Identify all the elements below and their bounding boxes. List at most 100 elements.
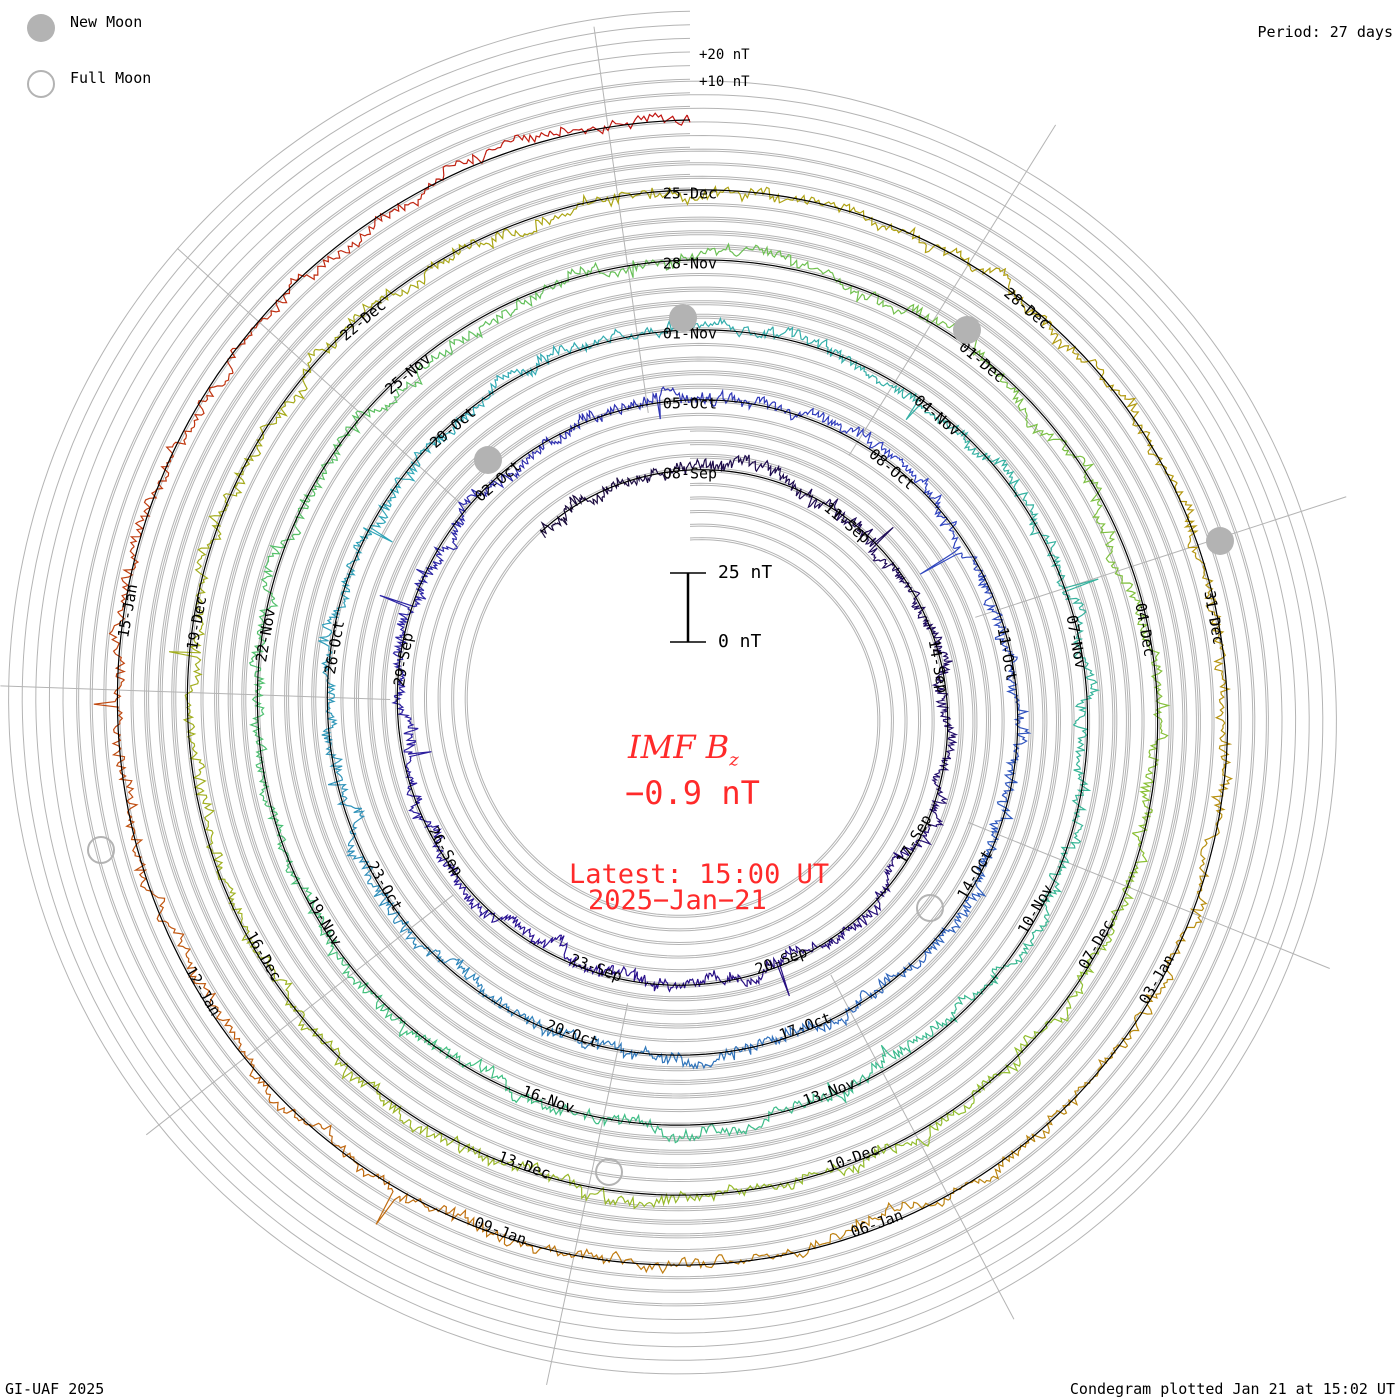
bz-trace-segment xyxy=(1099,378,1143,429)
bz-trace-segment xyxy=(1008,289,1056,336)
bz-trace-segment xyxy=(317,226,372,271)
bz-trace-segment xyxy=(1010,722,1032,761)
bz-trace-segment xyxy=(268,270,319,318)
bz-trace-segment xyxy=(1200,800,1226,865)
bz-trace-segment xyxy=(367,381,417,414)
latest-date: 2025−Jan−21 xyxy=(588,885,767,916)
bz-trace-segment xyxy=(433,529,458,564)
radial-spoke xyxy=(830,974,1015,1320)
ring-label-20: +20 nT xyxy=(699,47,750,63)
bz-trace-segment xyxy=(490,1069,535,1105)
new-moon-marker xyxy=(669,304,697,332)
bz-trace-segment xyxy=(850,908,879,931)
bz-trace-segment xyxy=(539,1024,579,1042)
bz-trace-segment xyxy=(846,1143,902,1175)
gridline xyxy=(62,65,1283,1321)
ring-label-10: +10 nT xyxy=(699,74,750,90)
bz-trace-segment xyxy=(472,975,505,1009)
bz-trace-segment xyxy=(929,412,969,441)
bz-trace-segment xyxy=(1059,817,1084,864)
bz-trace-segment xyxy=(346,815,366,860)
bz-trace-segment xyxy=(266,805,289,855)
bz-trace-segment xyxy=(405,765,422,800)
bz-trace-segment xyxy=(901,830,933,856)
bz-trace-segment xyxy=(950,1074,995,1116)
bz-trace-segment xyxy=(240,924,276,975)
bz-trace-segment xyxy=(125,814,148,884)
bz-trace-segment xyxy=(111,745,139,815)
bz-trace-segment xyxy=(878,962,915,993)
bz-trace-segment xyxy=(854,361,894,389)
radial-spoke xyxy=(975,496,1347,618)
date-label: 29-Sep xyxy=(390,631,417,687)
bz-trace-segment xyxy=(649,186,713,206)
bz-trace-segment xyxy=(735,968,768,988)
date-label: 17-Sep xyxy=(893,811,936,867)
bz-trace-segment xyxy=(927,800,945,832)
new-moon-marker xyxy=(953,316,981,344)
bz-trace-segment xyxy=(1001,759,1018,799)
bz-trace-segment xyxy=(922,618,943,648)
bz-trace-segment xyxy=(1187,863,1210,929)
bz-trace-segment xyxy=(753,459,782,481)
radial-spoke xyxy=(0,685,391,701)
bz-trace-segment xyxy=(704,970,737,986)
bz-trace-segment xyxy=(931,769,949,804)
new-moon-legend-icon xyxy=(27,14,55,42)
bz-trace-segment xyxy=(495,290,544,324)
bz-trace-segment xyxy=(303,452,338,501)
bz-trace-segment xyxy=(481,370,512,408)
bz-trace-segment xyxy=(445,1048,495,1074)
bz-trace-segment xyxy=(1002,463,1030,506)
radial-spoke xyxy=(593,26,649,413)
bz-trace-segment xyxy=(403,729,432,766)
bz-trace-segment xyxy=(951,983,993,1014)
bz-trace-segment xyxy=(1110,561,1143,614)
bz-trace-segment xyxy=(341,1070,397,1111)
bz-trace-segment xyxy=(391,695,419,731)
bz-trace-segment xyxy=(873,877,891,912)
bz-trace-segment xyxy=(362,280,420,312)
date-label: 04-Nov xyxy=(910,391,963,440)
bz-trace-segment xyxy=(1022,906,1050,950)
date-label: 25-Dec xyxy=(663,185,717,203)
bz-trace-segment xyxy=(916,1178,980,1210)
bz-trace-segment xyxy=(939,708,959,742)
bz-trace-segment xyxy=(285,853,313,902)
new-moon-marker xyxy=(474,446,502,474)
bz-trace-segment xyxy=(636,467,666,484)
bz-trace-segment xyxy=(856,291,915,316)
bz-trace-segment xyxy=(999,373,1028,428)
bz-trace-segment xyxy=(914,934,945,970)
bz-trace-segment xyxy=(332,410,371,456)
gridline xyxy=(171,173,1174,1212)
title-text: IMF B xyxy=(628,728,730,766)
legend-full-moon: Full Moon xyxy=(70,69,152,87)
title-subscript: z xyxy=(729,749,739,771)
date-label: 31-Dec xyxy=(1200,589,1227,645)
bz-trace-segment xyxy=(93,679,125,747)
bz-trace-segment xyxy=(272,974,305,1031)
zero-baseline-spiral xyxy=(116,119,1229,1266)
bz-trace-segment xyxy=(978,1134,1036,1184)
bz-trace-segment xyxy=(896,226,958,257)
bz-trace-segment xyxy=(189,750,213,811)
bz-trace-segment xyxy=(1033,994,1078,1037)
bz-trace-segment xyxy=(853,520,894,548)
zero-baseline xyxy=(116,119,1229,1266)
bz-trace-segment xyxy=(856,426,891,456)
date-label: 08-Sep xyxy=(663,465,717,483)
bz-trace-segment xyxy=(1121,988,1162,1047)
bz-trace-segment xyxy=(1031,1090,1079,1142)
footer-credit: GI-UAF 2025 xyxy=(5,1380,105,1398)
bz-trace-segment xyxy=(610,475,638,492)
bz-trace-segment xyxy=(931,677,949,709)
bz-trace-segment xyxy=(935,511,959,550)
bz-trace-segment xyxy=(531,432,566,456)
period-label: Period: 27 days xyxy=(1257,23,1393,41)
bz-trace-segment xyxy=(824,925,852,951)
bz-trace-segment xyxy=(938,904,971,937)
bz-trace-segment xyxy=(117,546,140,613)
bz-trace-segment xyxy=(470,228,533,250)
